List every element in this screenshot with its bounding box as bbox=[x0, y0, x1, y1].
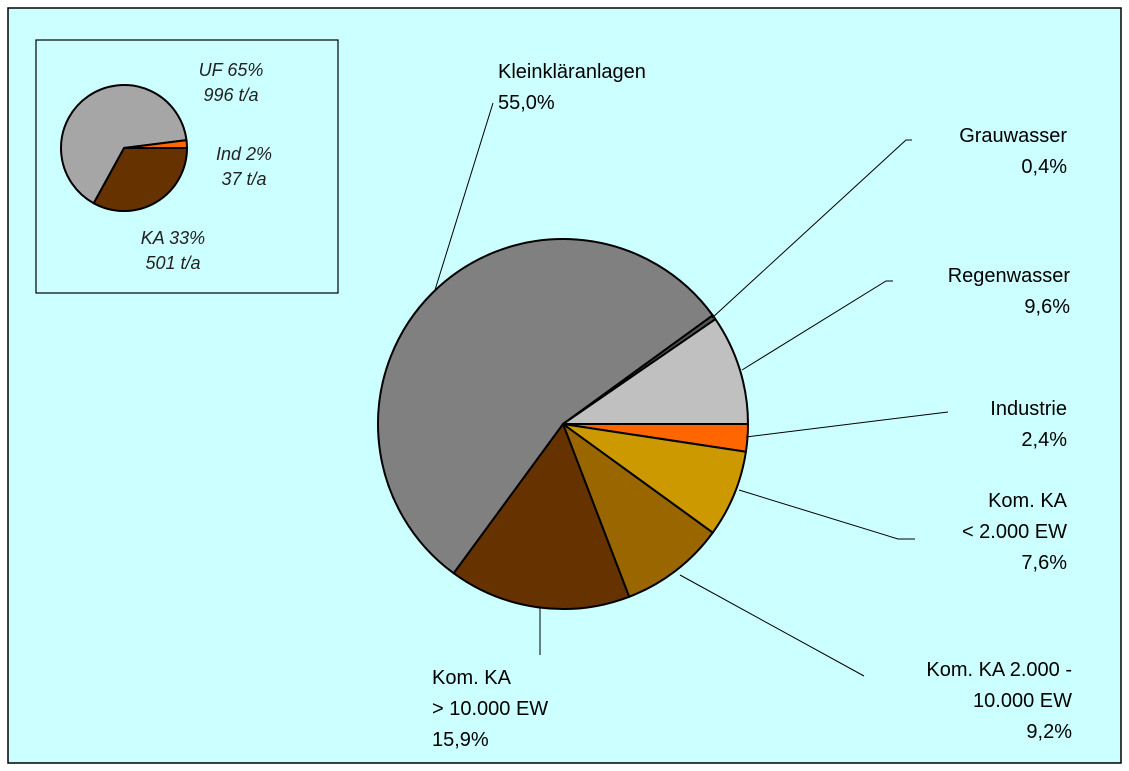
category-label: Ind bbox=[215, 144, 241, 164]
load-label: 996 t/a bbox=[203, 85, 259, 105]
category-label: UF bbox=[198, 60, 223, 80]
pie-slice bbox=[377, 238, 714, 575]
inset-label: KA 33% 501 t/a bbox=[113, 226, 233, 276]
category-label: Kom. KA < 2.000 EW bbox=[961, 490, 1067, 543]
inset-line: Ind 2% bbox=[184, 142, 304, 167]
pie-slice bbox=[562, 423, 714, 598]
load-label: 501 t/a bbox=[145, 253, 201, 273]
leader-line bbox=[679, 574, 865, 677]
category-label: Kom. KA > 10.000 EW bbox=[432, 667, 549, 720]
value-label: 0,4% bbox=[1021, 156, 1067, 178]
value-label: 9,6% bbox=[1024, 296, 1070, 318]
pie-slice bbox=[123, 139, 188, 149]
pie-slice bbox=[452, 423, 631, 610]
category-label: Kom. KA 2.000 - 10.000 EW bbox=[926, 659, 1072, 712]
pie-slice bbox=[92, 147, 188, 212]
value-label: 2,4% bbox=[1021, 429, 1067, 451]
slice-label: Kom. KA 2.000 - 10.000 EW 9,2% bbox=[926, 655, 1072, 748]
leader-line bbox=[745, 411, 949, 438]
category-label: Industrie bbox=[990, 398, 1067, 420]
pie-slice bbox=[562, 318, 749, 425]
slice-label: Kom. KA < 2.000 EW 7,6% bbox=[962, 486, 1067, 579]
slice-label: Grauwasser 0,4% bbox=[959, 121, 1067, 183]
value-label: 7,6% bbox=[1021, 552, 1067, 574]
leader-line bbox=[434, 102, 494, 291]
load-label: 37 t/a bbox=[221, 169, 267, 189]
inset-line: UF 65% bbox=[171, 58, 291, 83]
inset-label: UF 65% 996 t/a bbox=[171, 58, 291, 108]
category-label: KA bbox=[140, 228, 165, 248]
slice-label: Kleinkläranlagen 55,0% bbox=[498, 57, 646, 119]
category-label: Kleinkläranlagen bbox=[498, 61, 646, 83]
inset-line: KA 33% bbox=[113, 226, 233, 251]
value-label: 9,2% bbox=[1026, 721, 1072, 743]
value-label: 15,9% bbox=[432, 729, 489, 751]
slice-label: Kom. KA > 10.000 EW 15,9% bbox=[432, 663, 548, 756]
value-label: 55,0% bbox=[498, 92, 555, 114]
value-label: 33% bbox=[169, 228, 206, 248]
value-label: 65% bbox=[227, 60, 264, 80]
value-label: 2% bbox=[246, 144, 273, 164]
category-label: Regenwasser bbox=[947, 265, 1070, 287]
leader-line bbox=[738, 489, 915, 540]
inset-label: Ind 2% 37 t/a bbox=[184, 142, 304, 192]
category-label: Grauwasser bbox=[959, 125, 1067, 147]
pie-slice bbox=[60, 84, 188, 205]
leader-line bbox=[711, 139, 912, 319]
slice-label: Regenwasser 9,6% bbox=[948, 261, 1070, 323]
leader-line bbox=[741, 280, 893, 371]
slice-label: Industrie 2,4% bbox=[990, 394, 1067, 456]
